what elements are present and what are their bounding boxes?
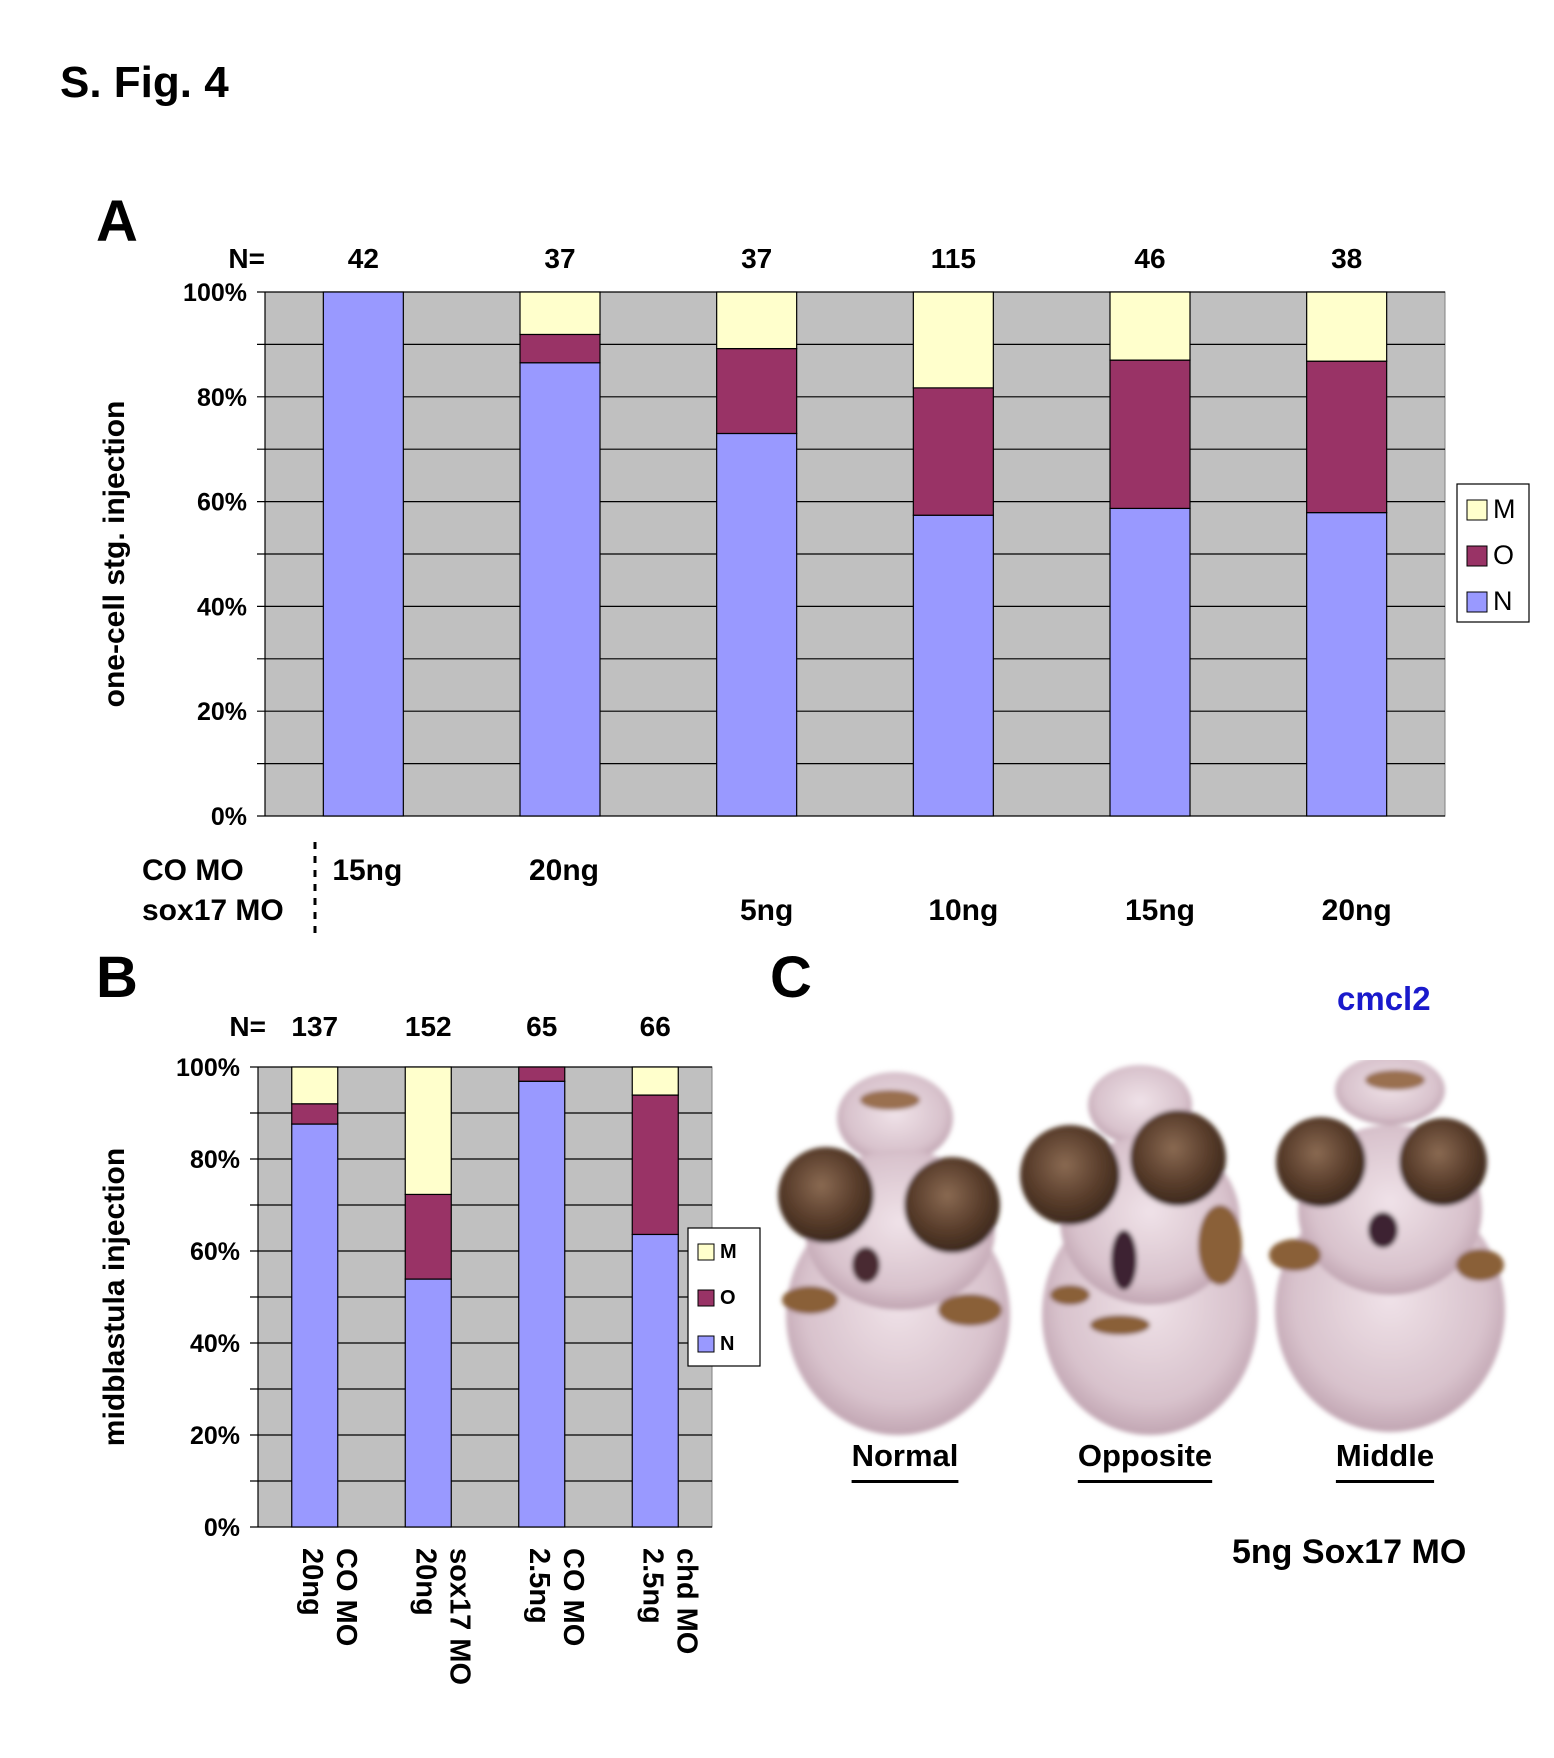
bar-O-2 — [518, 1066, 566, 1082]
legend-label-N: N — [1493, 586, 1513, 616]
y-axis-label: one-cell stg. injection — [98, 401, 131, 708]
y-tick-label: 60% — [190, 1238, 240, 1266]
bar-M-3 — [912, 291, 994, 389]
legend-label-M: M — [1493, 494, 1516, 524]
x-tick-name: chd MO — [670, 1548, 702, 1654]
bar-O-1 — [519, 333, 601, 364]
bar-M-0 — [291, 1066, 339, 1105]
bar-O-1 — [404, 1193, 452, 1280]
embryo-opposite — [1020, 1065, 1258, 1435]
bar-N-3 — [912, 514, 994, 817]
n-label: N= — [229, 1011, 266, 1042]
row-label-co-mo: CO MO — [142, 854, 244, 887]
n-value: 66 — [640, 1011, 671, 1042]
chart-a: 0% 20% 40% 60% 80% 100% one-cell stg. injectio… — [98, 243, 1530, 935]
bar-M-4 — [1109, 291, 1191, 361]
y-axis-label: midblastula injection — [98, 1148, 131, 1446]
legend-swatch-O — [697, 1289, 715, 1307]
embryo-label-opposite: Opposite — [1077, 1438, 1213, 1473]
y-tick-label: 0% — [204, 1514, 240, 1542]
figure-title: S. Fig. 4 — [60, 58, 229, 107]
legend-swatch-N — [697, 1335, 715, 1353]
bar-N-4 — [1109, 507, 1191, 817]
n-value: 37 — [544, 243, 575, 274]
x-tick-sox17: 20ng — [1322, 894, 1392, 927]
x-tick-sox17: 15ng — [1125, 894, 1195, 927]
y-tick-label: 80% — [197, 384, 247, 412]
n-value: 152 — [405, 1011, 452, 1042]
bar-N-1 — [519, 362, 601, 817]
legend-label-O: O — [720, 1287, 736, 1309]
bar-M-5 — [1306, 291, 1388, 362]
n-value: 46 — [1134, 243, 1165, 274]
x-tick-dose: 2.5ng — [636, 1548, 668, 1624]
y-tick-label: 60% — [197, 489, 247, 517]
bar-N-1 — [404, 1278, 452, 1528]
y-tick-label: 100% — [176, 1054, 240, 1082]
y-tick-label: 20% — [197, 698, 247, 726]
bar-M-1 — [519, 291, 601, 336]
embryo-middle — [1269, 1060, 1505, 1432]
x-tick-sox17: 5ng — [740, 894, 793, 927]
x-tick-dose: 20ng — [296, 1548, 328, 1616]
embryo-normal — [778, 1072, 1010, 1435]
x-tick-dose: 2.5ng — [523, 1548, 555, 1624]
bar-N-2 — [716, 432, 798, 817]
legend-label-M: M — [720, 1241, 737, 1263]
legend-label-N: N — [720, 1333, 734, 1355]
x-tick-sox17: 10ng — [928, 894, 998, 927]
panel-a-letter: A — [96, 189, 138, 254]
n-value: 115 — [931, 243, 976, 274]
bar-O-5 — [1306, 360, 1388, 514]
n-value: 37 — [741, 243, 772, 274]
legend-swatch-O — [1466, 545, 1488, 567]
panel-c-letter: C — [770, 945, 812, 1010]
bar-O-4 — [1109, 359, 1191, 510]
y-tick-label: 0% — [211, 803, 247, 831]
bar-O-3 — [912, 387, 994, 516]
panel-c-caption: 5ng Sox17 MO — [1232, 1533, 1467, 1571]
y-tick-label: 80% — [190, 1146, 240, 1174]
bar-N-0 — [291, 1123, 339, 1528]
x-tick-name: CO MO — [557, 1548, 589, 1646]
bar-N-5 — [1306, 512, 1388, 817]
x-tick-name: CO MO — [330, 1548, 362, 1646]
legend-label-O: O — [1493, 540, 1514, 570]
legend-swatch-N — [1466, 591, 1488, 613]
n-value: 42 — [348, 243, 379, 274]
bar-N-0 — [322, 291, 404, 817]
row-label-sox17-mo: sox17 MO — [142, 894, 284, 927]
legend-swatch-M — [697, 1243, 715, 1261]
x-tick-co: 15ng — [332, 854, 402, 887]
n-label: N= — [228, 243, 265, 274]
bar-O-0 — [291, 1103, 339, 1125]
embryo-images — [778, 1060, 1505, 1435]
bar-M-1 — [404, 1066, 452, 1196]
bar-M-3 — [631, 1066, 679, 1096]
gene-label: cmcl2 — [1337, 980, 1431, 1017]
embryo-label-normal: Normal — [851, 1438, 959, 1473]
bar-N-2 — [518, 1080, 566, 1528]
panel-b-letter: B — [96, 945, 138, 1010]
x-tick-co: 20ng — [529, 854, 599, 887]
y-tick-label: 40% — [190, 1330, 240, 1358]
chart-b: 0% 20% 40% 60% 80% 100% midblastula injection N… — [98, 1011, 761, 1685]
y-tick-label: 40% — [197, 593, 247, 621]
x-tick-name: sox17 MO — [443, 1548, 475, 1685]
bar-N-3 — [631, 1233, 679, 1528]
n-value: 65 — [526, 1011, 557, 1042]
bar-O-3 — [631, 1094, 679, 1236]
y-tick-label: 100% — [183, 279, 247, 307]
legend-swatch-M — [1466, 499, 1488, 521]
n-value: 137 — [291, 1011, 338, 1042]
n-value: 38 — [1331, 243, 1362, 274]
embryo-label-middle: Middle — [1335, 1438, 1435, 1473]
bar-M-2 — [716, 291, 798, 350]
y-tick-label: 20% — [190, 1422, 240, 1450]
x-tick-dose: 20ng — [409, 1548, 441, 1616]
bar-O-2 — [716, 347, 798, 435]
